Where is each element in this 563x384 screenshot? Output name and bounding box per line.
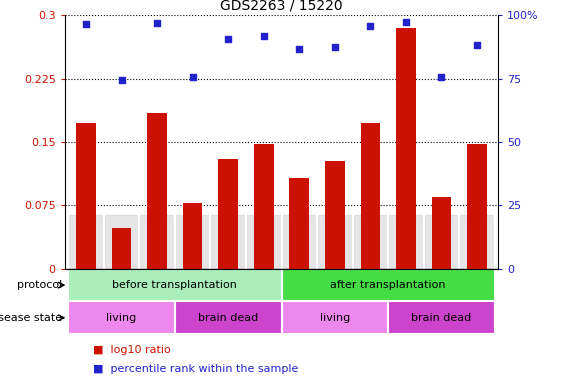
Bar (396, 28, 415, 269)
Point (401, 19, 410, 25)
Bar (140, 215, 175, 269)
Bar (68, 269, 282, 301)
Bar (282, 269, 495, 301)
Bar (254, 144, 274, 269)
Point (188, 74, 197, 80)
Text: disease state: disease state (0, 313, 62, 323)
Point (153, 20, 162, 26)
Point (295, 46, 304, 52)
Bar (148, 113, 167, 269)
Bar (423, 215, 459, 269)
Bar (112, 228, 131, 269)
Point (472, 42, 481, 48)
Text: living: living (106, 313, 137, 323)
Point (224, 36, 233, 42)
Title: GDS2263 / 15220: GDS2263 / 15220 (220, 0, 343, 13)
Text: after transplantation: after transplantation (330, 280, 446, 290)
Bar (175, 301, 282, 334)
Bar (77, 124, 96, 269)
Point (117, 76, 126, 83)
Bar (68, 215, 104, 269)
Point (259, 33, 268, 39)
Bar (218, 159, 238, 269)
Point (437, 74, 446, 80)
Bar (467, 144, 486, 269)
Text: protocol: protocol (17, 280, 62, 290)
Point (82, 21, 91, 27)
Bar (175, 215, 211, 269)
Bar (183, 203, 203, 269)
Bar (352, 215, 388, 269)
Bar (360, 124, 380, 269)
Text: living: living (320, 313, 350, 323)
Bar (388, 215, 423, 269)
Point (330, 43, 339, 50)
Bar (68, 301, 175, 334)
Text: brain dead: brain dead (198, 313, 258, 323)
Bar (289, 177, 309, 269)
Bar (211, 215, 246, 269)
Bar (325, 161, 345, 269)
Bar (459, 215, 495, 269)
Bar (282, 215, 317, 269)
Bar (282, 301, 388, 334)
Text: ■  log10 ratio: ■ log10 ratio (93, 345, 171, 355)
Point (366, 23, 375, 30)
Text: brain dead: brain dead (412, 313, 472, 323)
Bar (317, 215, 352, 269)
Text: ■  percentile rank within the sample: ■ percentile rank within the sample (93, 364, 298, 374)
Bar (432, 197, 451, 269)
Bar (246, 215, 282, 269)
Bar (388, 301, 495, 334)
Text: before transplantation: before transplantation (113, 280, 238, 290)
Bar (104, 215, 140, 269)
